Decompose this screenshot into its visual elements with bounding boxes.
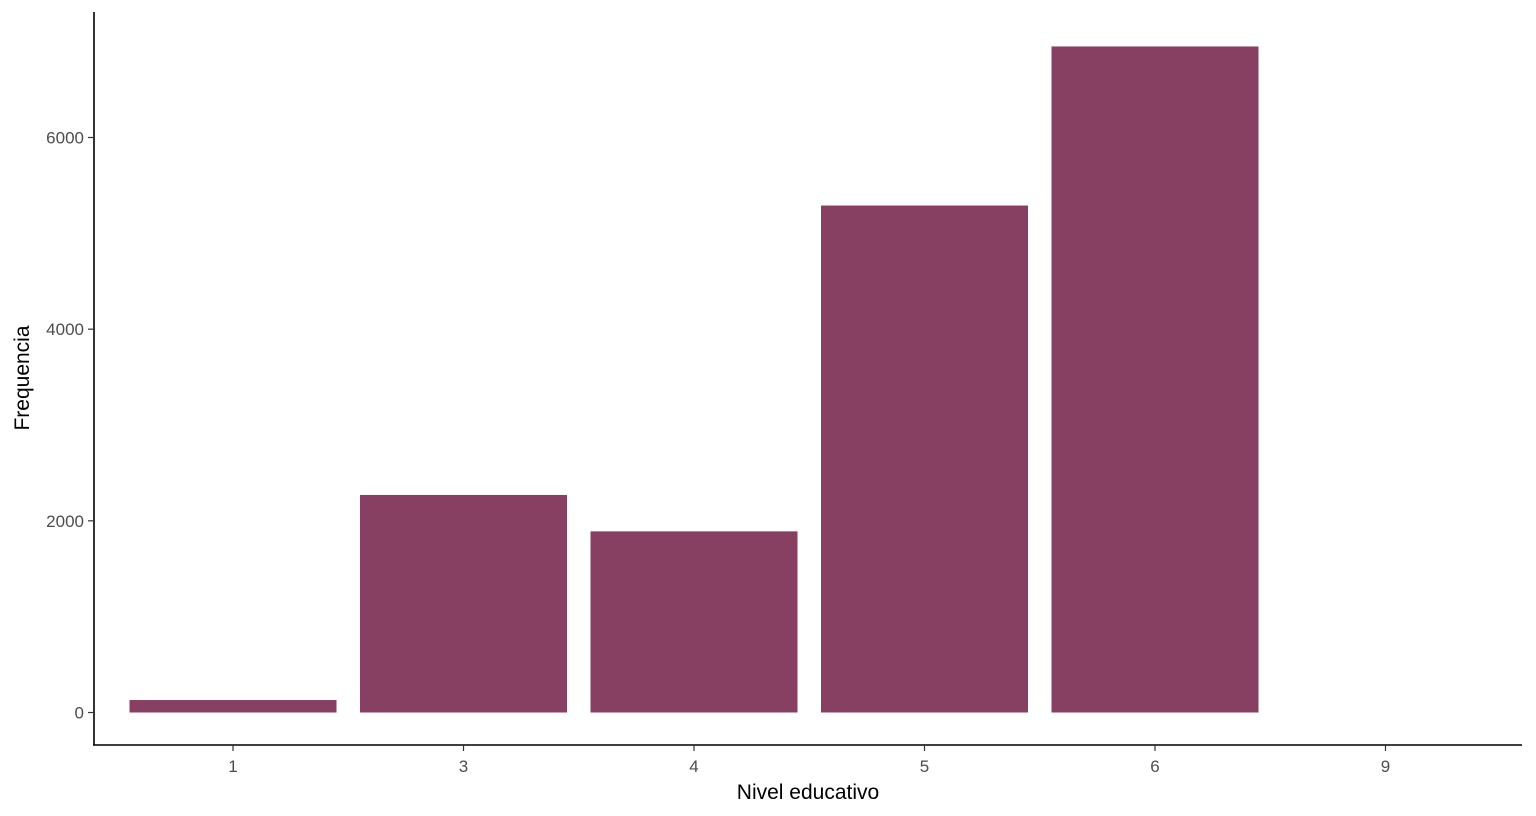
x-axis-title: Nivel educativo xyxy=(737,781,879,804)
y-ticks-group: 0 2000 4000 6000 xyxy=(46,129,94,723)
x-tick-label: 5 xyxy=(920,757,929,776)
y-axis-title: Frequencia xyxy=(11,325,34,430)
x-tick-label: 9 xyxy=(1381,757,1390,776)
y-tick-label: 4000 xyxy=(46,320,84,339)
y-tick-label: 2000 xyxy=(46,512,84,531)
bar-5 xyxy=(821,205,1028,713)
x-tick-label: 1 xyxy=(228,757,237,776)
bars-group xyxy=(129,46,1259,713)
y-tick-label: 6000 xyxy=(46,129,84,148)
bar-3 xyxy=(360,494,567,713)
y-tick-label: 0 xyxy=(75,704,84,723)
bar-6 xyxy=(1051,46,1259,713)
x-ticks-group: 1 3 4 5 6 9 xyxy=(228,745,1390,776)
bar-4 xyxy=(590,531,798,713)
bar-1 xyxy=(129,700,337,713)
x-tick-label: 4 xyxy=(689,757,698,776)
x-tick-label: 3 xyxy=(459,757,468,776)
x-tick-label: 6 xyxy=(1150,757,1159,776)
